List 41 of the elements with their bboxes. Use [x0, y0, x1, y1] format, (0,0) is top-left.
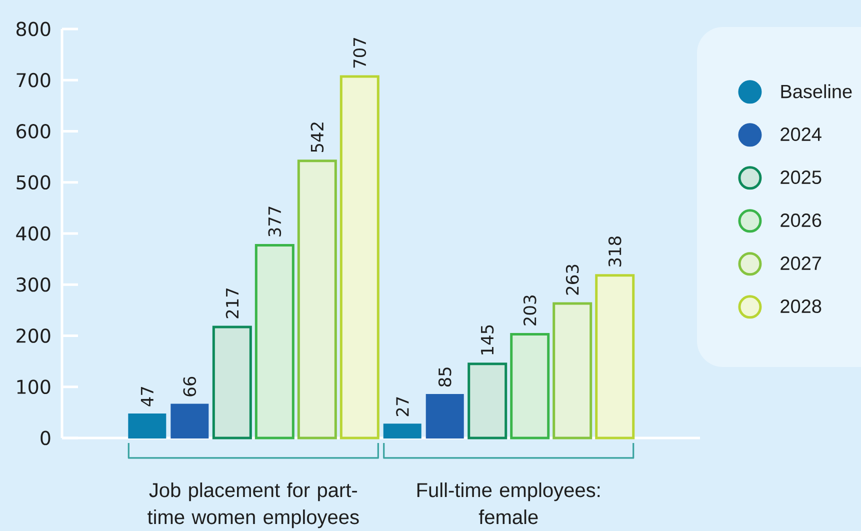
legend-label: 2027: [780, 256, 822, 270]
y-tick-label: 200: [16, 328, 50, 343]
x-tick-label: Full-time employees: female: [417, 482, 600, 524]
data-label: 47: [140, 386, 154, 406]
legend-label: 2025: [780, 170, 822, 184]
data-label: 318: [608, 236, 622, 267]
legend-label: 2026: [780, 214, 822, 228]
y-tick-label: 800: [16, 22, 50, 36]
bar: [297, 160, 337, 440]
y-tick-label: 100: [17, 380, 50, 394]
bar: [595, 274, 635, 440]
data-label: 217: [226, 288, 238, 318]
x-tick-label: Job placement for part-time women employees: [148, 482, 359, 528]
legend-label: 2024: [780, 128, 822, 142]
data-label: 145: [481, 325, 494, 354]
y-tick-label: 500: [16, 175, 50, 190]
bar: [426, 394, 464, 438]
y-tick-label: 700: [16, 72, 50, 88]
bar: [340, 75, 380, 440]
bar: [468, 362, 508, 440]
bar: [510, 332, 550, 440]
data-label: 203: [523, 296, 536, 326]
legend-label: Baseline: [781, 84, 852, 98]
y-tick-label: 600: [16, 124, 50, 138]
bar: [383, 424, 422, 438]
y-tick-label: 400: [16, 226, 50, 241]
data-label: 542: [310, 122, 324, 152]
data-label: 263: [566, 264, 579, 295]
data-label: 66: [183, 376, 196, 396]
data-label: 27: [396, 397, 409, 416]
bar: [552, 302, 592, 440]
y-tick-label: 300: [16, 277, 50, 292]
bar: [170, 404, 209, 438]
data-label: 85: [438, 368, 452, 387]
bar: [254, 244, 294, 440]
data-label: 707: [353, 38, 366, 68]
data-label: 377: [268, 206, 282, 236]
bar: [128, 413, 166, 438]
y-tick-label: 0: [40, 430, 50, 446]
legend-label: 2028: [780, 300, 822, 314]
bar: [212, 326, 252, 440]
